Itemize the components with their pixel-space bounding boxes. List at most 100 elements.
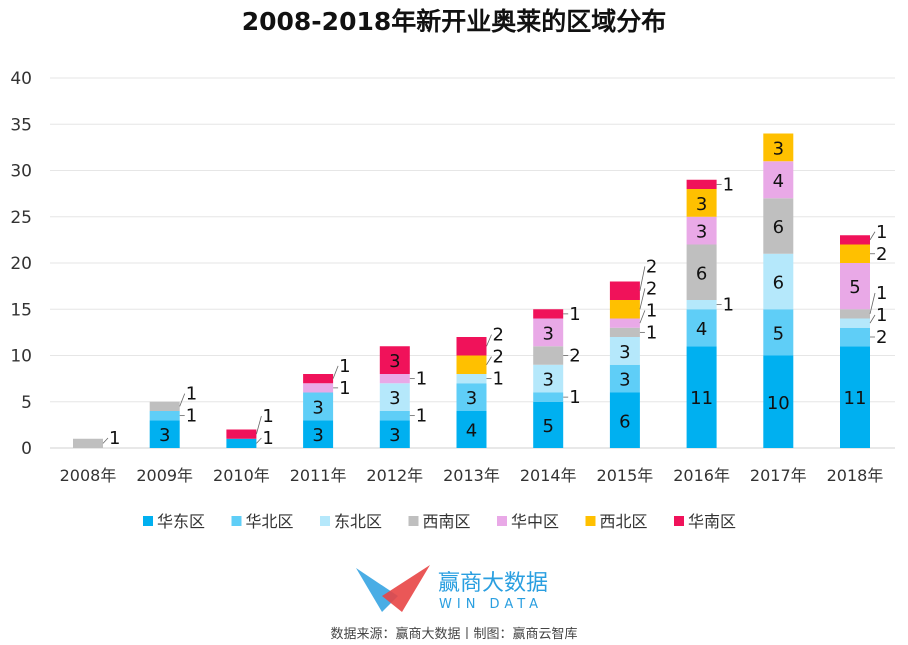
bar-segment xyxy=(686,189,717,217)
x-tick-label: 2016年 xyxy=(673,466,730,485)
data-label: 4 xyxy=(696,319,707,340)
data-label: 1 xyxy=(723,174,734,195)
data-label: 2 xyxy=(876,244,887,265)
data-label: 1 xyxy=(416,406,427,427)
data-label: 5 xyxy=(542,416,553,437)
data-label: 3 xyxy=(696,222,707,243)
bar-segment xyxy=(456,374,487,384)
bar-segment xyxy=(303,383,334,393)
bar-segment xyxy=(226,438,257,448)
logo-mark-blue xyxy=(356,568,398,612)
data-label: 3 xyxy=(696,194,707,215)
bar-segment xyxy=(303,420,334,448)
data-label-leader xyxy=(486,356,492,365)
data-label: 3 xyxy=(312,425,323,446)
data-label-leader xyxy=(486,334,492,347)
data-label: 2 xyxy=(876,327,887,348)
data-label-leader xyxy=(869,292,876,314)
data-label: 11 xyxy=(690,388,713,409)
bar-segment xyxy=(686,300,717,310)
data-label: 1 xyxy=(493,369,504,390)
data-label: 3 xyxy=(466,388,477,409)
data-label: 1 xyxy=(186,384,197,405)
bar-segment xyxy=(456,337,487,356)
bar-segment xyxy=(609,327,640,337)
x-tick-label: 2009年 xyxy=(136,466,193,485)
bar-segment xyxy=(379,420,410,448)
data-label-leader xyxy=(639,288,646,310)
data-label: 1 xyxy=(262,428,273,449)
bar-segment xyxy=(609,318,640,328)
data-label: 10 xyxy=(767,393,790,414)
y-tick-label: 25 xyxy=(10,208,32,228)
bar-segment xyxy=(379,383,410,411)
y-tick-label: 30 xyxy=(10,162,32,182)
legend-label: 西北区 xyxy=(600,512,648,531)
data-label: 3 xyxy=(389,425,400,446)
x-tick-label: 2014年 xyxy=(520,466,577,485)
bar-segment xyxy=(609,364,640,393)
bar-segment xyxy=(149,411,180,421)
legend-label: 华东区 xyxy=(157,512,205,531)
y-tick-label: 5 xyxy=(21,393,32,413)
bar-segment xyxy=(763,253,794,310)
logo-name: 赢商大数据 xyxy=(438,571,548,596)
bar-segment xyxy=(379,411,410,421)
x-tick-label: 2018年 xyxy=(827,466,884,485)
legend-swatch xyxy=(674,516,684,526)
legend-item: 华中区 xyxy=(497,512,559,531)
x-tick-label: 2017年 xyxy=(750,466,807,485)
data-label: 1 xyxy=(262,406,273,427)
data-label: 1 xyxy=(569,387,580,408)
data-label: 3 xyxy=(773,138,784,159)
data-label: 1 xyxy=(569,304,580,325)
data-label-leader xyxy=(869,314,876,324)
bar-segment xyxy=(149,420,180,448)
bar-segment xyxy=(303,374,334,384)
legend-label: 西南区 xyxy=(423,512,471,531)
data-label: 1 xyxy=(109,428,120,449)
x-tick-label: 2015年 xyxy=(597,466,654,485)
bar-segment xyxy=(303,392,334,421)
bar-segment xyxy=(840,235,870,245)
data-label: 1 xyxy=(876,283,887,304)
win-data-logo: 赢商大数据 WIN DATA xyxy=(356,565,548,612)
bar-segment xyxy=(456,411,487,448)
bar-segment xyxy=(379,346,410,374)
bar-segment xyxy=(763,198,794,254)
data-label-leader xyxy=(256,437,262,444)
data-label-leader xyxy=(332,365,339,379)
legend-label: 华中区 xyxy=(511,512,559,531)
bar-segment xyxy=(73,438,103,448)
y-tick-label: 20 xyxy=(10,254,32,274)
data-label: 5 xyxy=(849,277,860,298)
bar-segment xyxy=(533,364,564,393)
bar-segment xyxy=(686,346,717,448)
x-tick-label: 2013年 xyxy=(443,466,500,485)
bar-segment xyxy=(763,355,794,448)
bar-segment xyxy=(149,401,180,411)
data-label: 1 xyxy=(646,300,657,321)
data-label: 5 xyxy=(773,323,784,344)
bar-segment xyxy=(840,318,870,328)
y-tick-label: 40 xyxy=(10,69,32,89)
chart-title: 2008-2018年新开业奥莱的区域分布 xyxy=(242,7,667,36)
data-label: 3 xyxy=(159,425,170,446)
y-tick-label: 15 xyxy=(10,300,32,320)
data-label: 1 xyxy=(723,295,734,316)
legend-label: 华北区 xyxy=(246,512,294,531)
bar-segment xyxy=(840,244,870,263)
bar-segment xyxy=(763,309,794,356)
legend-swatch xyxy=(497,516,507,526)
legend-item: 华北区 xyxy=(231,512,294,531)
data-label: 3 xyxy=(389,388,400,409)
bar-segment xyxy=(840,263,870,310)
data-label: 1 xyxy=(876,305,887,326)
legend-swatch xyxy=(585,516,596,526)
bar-segment xyxy=(533,401,564,448)
logo-mark-red xyxy=(382,565,430,612)
bar-segment xyxy=(533,309,564,319)
data-label: 1 xyxy=(416,369,427,390)
